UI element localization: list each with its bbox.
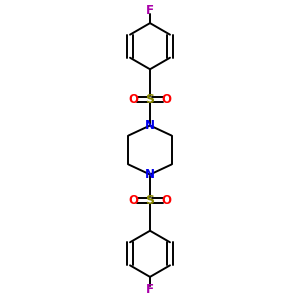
Text: O: O (162, 194, 172, 207)
Text: S: S (146, 93, 154, 106)
Text: S: S (146, 194, 154, 207)
Text: O: O (128, 93, 138, 106)
Text: F: F (146, 284, 154, 296)
Text: N: N (145, 119, 155, 132)
Text: N: N (145, 168, 155, 181)
Text: F: F (146, 4, 154, 16)
Text: O: O (128, 194, 138, 207)
Text: O: O (162, 93, 172, 106)
